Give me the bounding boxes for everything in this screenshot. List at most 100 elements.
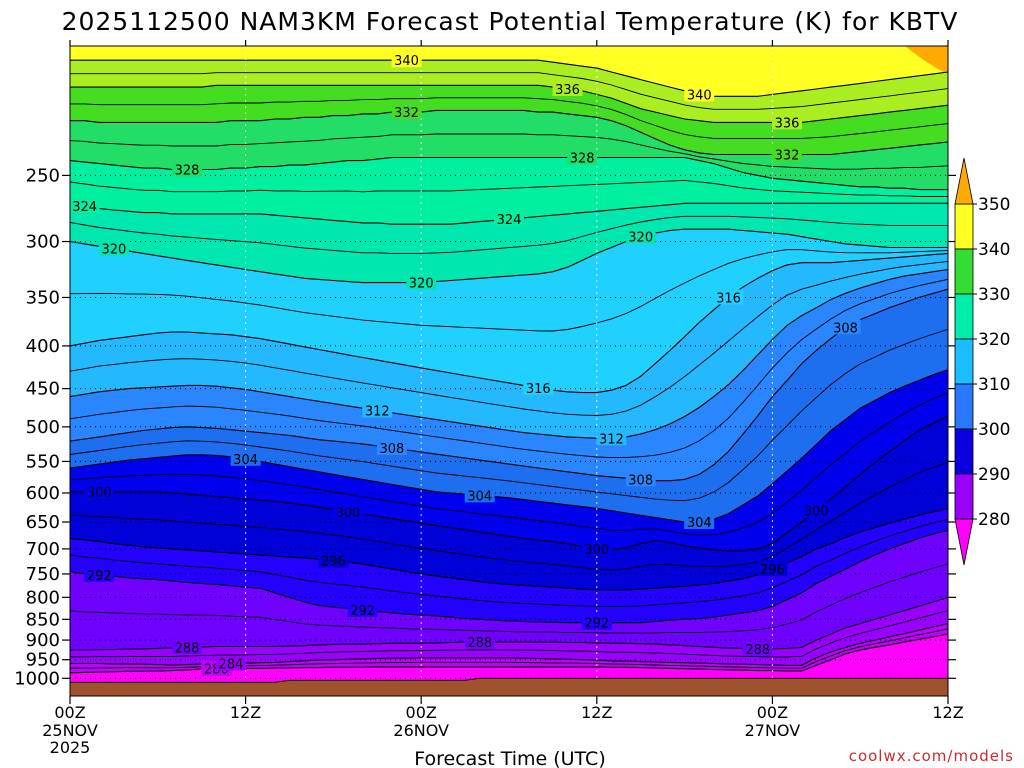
colorbar-segment-320 bbox=[954, 293, 974, 340]
contour-label-text: 320 bbox=[101, 243, 126, 258]
contour-label-292: 292 bbox=[84, 566, 115, 584]
contour-line-316 bbox=[69, 252, 949, 394]
contour-line-292 bbox=[69, 529, 949, 624]
contour-line-326 bbox=[69, 179, 948, 197]
contour-label-text: 324 bbox=[497, 213, 522, 228]
contour-label-bg bbox=[684, 514, 715, 530]
contour-line-304 bbox=[69, 369, 949, 523]
x-tick-date: 26NOV bbox=[393, 721, 449, 740]
contour-line-290 bbox=[69, 563, 949, 634]
contour-line-298 bbox=[69, 461, 949, 571]
band-288 bbox=[70, 530, 948, 650]
contour-label-bg bbox=[494, 211, 524, 227]
contour-label-320: 320 bbox=[625, 228, 656, 246]
y-tick-label: 650 bbox=[26, 512, 60, 533]
contour-label-332: 332 bbox=[391, 104, 422, 121]
y-tick-label: 750 bbox=[26, 564, 60, 585]
contour-label-296: 296 bbox=[757, 561, 788, 578]
contour-label-284: 284 bbox=[215, 655, 246, 672]
contour-label-292: 292 bbox=[347, 601, 378, 619]
contour-label-text: 304 bbox=[467, 489, 492, 504]
contour-label-308: 308 bbox=[376, 439, 407, 457]
y-tick-label: 1000 bbox=[14, 668, 60, 689]
contour-line-296 bbox=[69, 507, 949, 591]
colorbar-segment-340 bbox=[954, 203, 974, 250]
colorbar-label: 290 bbox=[978, 465, 1010, 485]
colorbar-segment-330 bbox=[954, 248, 974, 295]
contour-label-bg bbox=[362, 402, 393, 418]
x-tick-label: 12Z bbox=[230, 703, 261, 722]
contour-label-328: 328 bbox=[172, 161, 203, 179]
band-316 bbox=[70, 229, 948, 393]
contour-label-340: 340 bbox=[391, 52, 422, 69]
contour-label-324: 324 bbox=[69, 197, 100, 215]
contour-label-bg bbox=[801, 502, 832, 518]
contour-label-bg bbox=[333, 503, 364, 519]
y-tick-label: 800 bbox=[26, 587, 60, 608]
x-tick-label: 00Z bbox=[54, 703, 85, 722]
band-336 bbox=[70, 60, 948, 123]
x-axis-label: Forecast Time (UTC) bbox=[414, 748, 605, 768]
contour-label-300: 300 bbox=[801, 502, 832, 520]
x-tick-label: 12Z bbox=[581, 703, 612, 722]
contour-label-304: 304 bbox=[464, 487, 495, 504]
y-tick-label: 500 bbox=[26, 417, 60, 438]
colorbar-label: 320 bbox=[978, 330, 1010, 350]
contour-label-bg bbox=[581, 540, 612, 556]
contour-label-316: 316 bbox=[713, 289, 744, 306]
contour-label-text: 308 bbox=[628, 473, 653, 488]
contour-label-text: 292 bbox=[584, 617, 609, 632]
credit-text: coolwx.com/models bbox=[849, 747, 1014, 765]
x-tick-year: 2025 bbox=[50, 738, 91, 757]
contour-label-bg bbox=[230, 450, 261, 466]
y-tick-label: 700 bbox=[26, 539, 60, 560]
contour-line-312 bbox=[69, 268, 949, 439]
contour-label-bg bbox=[625, 228, 656, 244]
contour-label-text: 320 bbox=[628, 231, 653, 246]
contour-label-340: 340 bbox=[684, 86, 715, 103]
contour-label-bg bbox=[391, 52, 422, 68]
contour-label-text: 328 bbox=[175, 164, 200, 179]
band-324 bbox=[70, 157, 948, 225]
y-tick-label: 550 bbox=[26, 451, 60, 472]
contour-label-text: 308 bbox=[380, 442, 405, 457]
contour-label-312: 312 bbox=[362, 402, 393, 420]
contour-label-bg bbox=[713, 289, 744, 305]
contour-line-330 bbox=[69, 133, 949, 170]
y-tick-label: 250 bbox=[26, 165, 60, 186]
contour-line-300 bbox=[70, 415, 949, 552]
colorbar-segment-310 bbox=[954, 338, 974, 385]
contour-label-bg bbox=[406, 274, 437, 290]
contour-label-288: 288 bbox=[464, 634, 495, 651]
contour-label-text: 304 bbox=[687, 516, 712, 531]
ground-layer bbox=[69, 677, 949, 697]
contour-label-332: 332 bbox=[772, 146, 803, 163]
y-tick-label: 950 bbox=[26, 650, 60, 671]
contour-label-text: 296 bbox=[321, 555, 346, 570]
contour-label-320: 320 bbox=[406, 274, 437, 292]
x-tick-label: 00Z bbox=[406, 703, 437, 722]
contour-label-300: 300 bbox=[333, 503, 364, 521]
contour-label-text: 336 bbox=[775, 116, 800, 131]
contour-line-308 bbox=[69, 288, 949, 482]
contour-label-text: 300 bbox=[336, 506, 361, 521]
contour-label-text: 324 bbox=[72, 200, 97, 215]
contour-fills bbox=[70, 46, 948, 696]
colorbar-label: 300 bbox=[978, 420, 1010, 440]
contour-label-bg bbox=[318, 552, 349, 568]
contour-label-324: 324 bbox=[494, 211, 524, 228]
contour-label-bg bbox=[69, 197, 100, 213]
contour-label-bg bbox=[552, 80, 583, 96]
contour-line-314 bbox=[69, 260, 949, 416]
contour-label-text: 288 bbox=[467, 636, 492, 651]
colorbar-label: 280 bbox=[978, 510, 1010, 530]
contour-label-bg bbox=[523, 379, 554, 395]
x-tick-label: 00Z bbox=[757, 703, 788, 722]
contour-label-296: 296 bbox=[318, 552, 349, 570]
contour-label-text: 316 bbox=[716, 291, 741, 306]
colorbar-bottom-arrow bbox=[954, 518, 974, 566]
contour-line-286 bbox=[70, 610, 949, 658]
band-320 bbox=[70, 203, 948, 283]
contour-label-text: 300 bbox=[87, 486, 112, 501]
